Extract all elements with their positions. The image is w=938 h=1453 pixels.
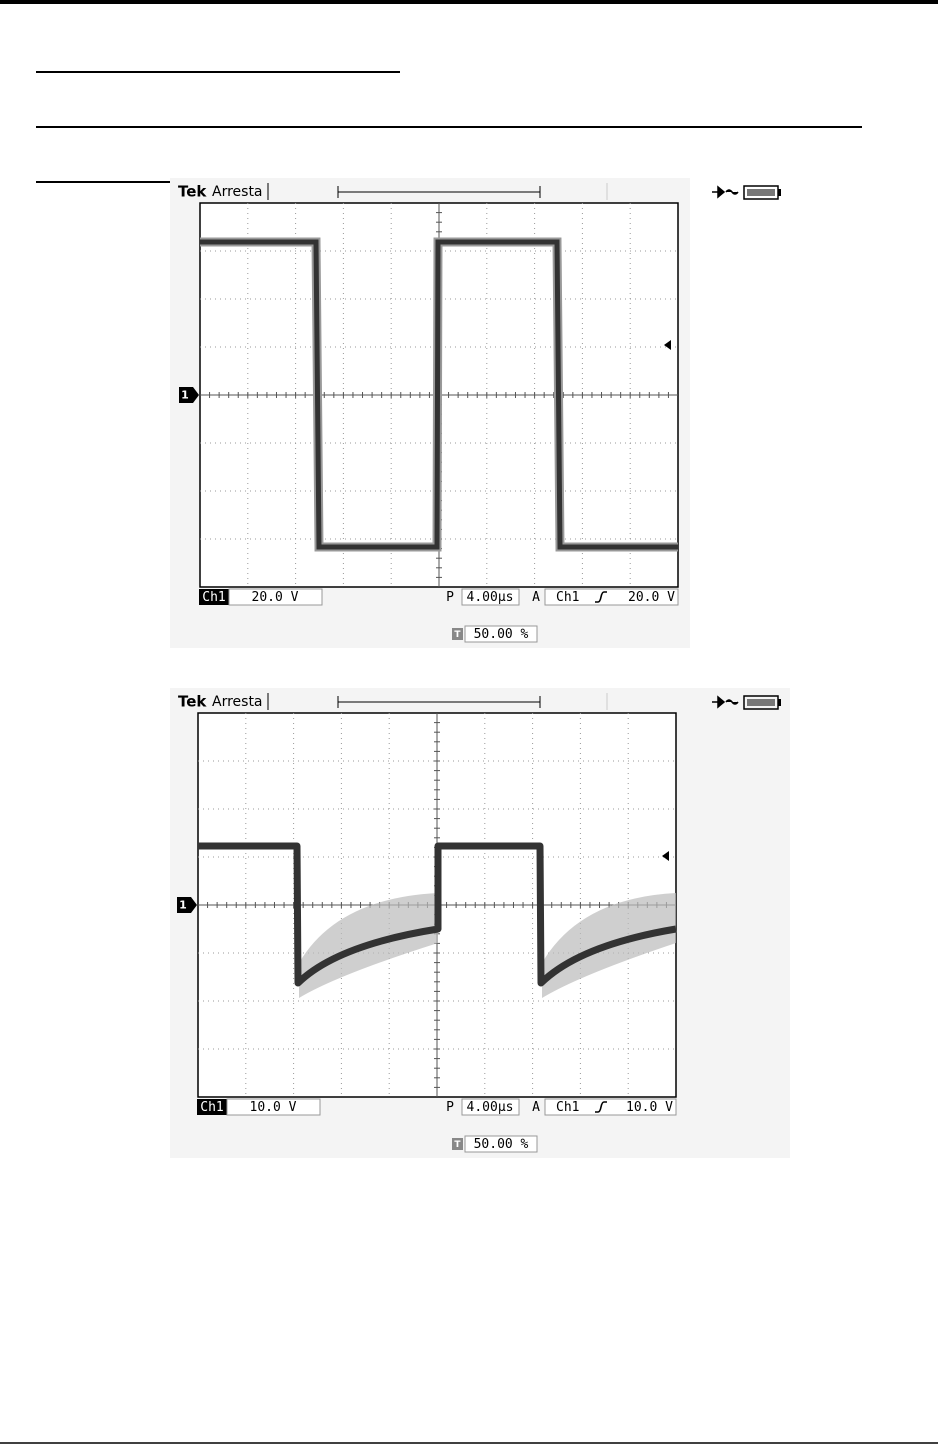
- trigger-prefix: A: [532, 590, 540, 605]
- brand: Tek: [178, 693, 207, 711]
- battery-level: [747, 699, 775, 706]
- channel-label-box: [197, 1099, 227, 1115]
- time-prefix: P: [446, 590, 454, 605]
- trigger-channel: Ch1: [556, 590, 579, 605]
- waveform: [198, 842, 677, 987]
- channel-marker-box: [177, 897, 197, 913]
- readout-box: [461, 1098, 520, 1116]
- waveform: [200, 239, 678, 550]
- battery-tip: [778, 189, 781, 196]
- volts-per-div: 10.0 V: [250, 1100, 297, 1115]
- readout-box: [228, 588, 323, 606]
- acquisition-status: Arresta: [212, 184, 263, 200]
- channel-label-box: [199, 589, 229, 605]
- position-marker-box: [452, 1138, 463, 1150]
- trigger-position: 50.00 %: [474, 1137, 529, 1152]
- trigger-level: 20.0 V: [628, 590, 675, 605]
- position-marker-box: [452, 628, 463, 640]
- readout-box: [226, 1098, 321, 1116]
- time-per-div: 4.00µs: [467, 1100, 514, 1115]
- readout-box: [544, 1098, 677, 1116]
- trigger-level-arrow: [662, 851, 669, 861]
- readout-box: [464, 1135, 538, 1153]
- battery-level: [747, 189, 775, 196]
- readout-box: [461, 588, 520, 606]
- position-marker: T: [454, 1140, 461, 1150]
- top-rule: [0, 0, 938, 4]
- channel-label: Ch1: [200, 1100, 223, 1115]
- slope-icon: [595, 591, 607, 603]
- time-per-div: 4.00µs: [467, 590, 514, 605]
- slope-icon: [595, 1101, 607, 1113]
- channel-marker: 1: [181, 389, 189, 402]
- trigger-channel: Ch1: [556, 1100, 579, 1115]
- waveform-noise: [299, 893, 676, 998]
- trigger-prefix: A: [532, 1100, 540, 1115]
- channel-marker-box: [179, 387, 199, 403]
- trigger-level: 10.0 V: [626, 1100, 673, 1115]
- channel-marker: 1: [179, 899, 187, 912]
- trigger-position: 50.00 %: [474, 627, 529, 642]
- acquisition-status: Arresta: [212, 694, 263, 710]
- power-icon: [712, 695, 739, 709]
- channel-label: Ch1: [202, 590, 225, 605]
- battery-tip: [778, 699, 781, 706]
- trigger-level-arrow: [664, 340, 671, 350]
- brand: Tek: [178, 183, 207, 201]
- readout-box: [464, 625, 538, 643]
- volts-per-div: 20.0 V: [252, 590, 299, 605]
- readout-box: [544, 588, 679, 606]
- time-prefix: P: [446, 1100, 454, 1115]
- power-icon: [712, 185, 739, 199]
- position-marker: T: [454, 630, 461, 640]
